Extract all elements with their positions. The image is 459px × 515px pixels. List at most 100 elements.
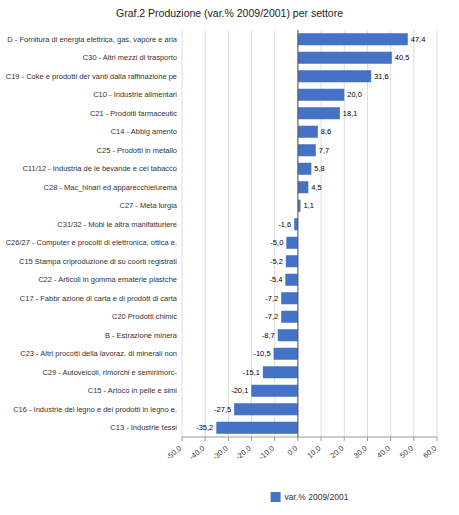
x-tick-label: 40,0	[375, 444, 392, 460]
data-label: 47,4	[411, 35, 426, 44]
data-label: 18,1	[343, 109, 358, 118]
x-tick-label: 0,0	[285, 444, 299, 458]
x-tick-label: -30,0	[211, 444, 230, 462]
data-label: -20,1	[231, 386, 248, 395]
bar	[298, 89, 344, 101]
data-label: -1,6	[278, 220, 291, 229]
x-tick-label: 20,0	[329, 444, 346, 460]
bar	[278, 329, 298, 341]
legend: var.% 2009/2001	[271, 492, 349, 502]
data-label: 7,7	[319, 146, 329, 155]
data-labels: 47,440,5 31,6 20,0 18,1 8,6 7,7 5,8 4,5 1,1 -1,6 -…	[196, 35, 425, 433]
chart: Graf.2 Produzione (var.% 2009/2001) per …	[0, 0, 459, 515]
x-tick-label: 30,0	[352, 444, 369, 460]
grid-line	[205, 30, 206, 437]
bar	[298, 52, 392, 64]
category-label: C21 - Prodotti farmaceutic	[90, 109, 177, 118]
x-tick	[321, 437, 322, 441]
x-tick	[413, 437, 414, 441]
category-label: C13 - Industrie tessi	[110, 423, 177, 432]
x-tick	[274, 437, 275, 441]
grid-line	[437, 30, 438, 437]
x-tick-label: 50,0	[398, 444, 415, 460]
data-label: -7,2	[265, 312, 278, 321]
grid-line	[390, 30, 391, 437]
grid-line	[367, 30, 368, 437]
bar	[298, 181, 308, 193]
data-label: -7,2	[265, 294, 278, 303]
category-label: C28 - Mac_hinari ed apparecchielurema	[44, 183, 178, 192]
grid-line	[228, 30, 229, 437]
data-label: -8,7	[262, 331, 275, 340]
data-label: 8,6	[321, 127, 331, 136]
bar	[298, 144, 316, 156]
data-label: 1,1	[303, 201, 313, 210]
data-label: 5,8	[314, 164, 324, 173]
bar	[298, 107, 340, 119]
data-label: -15,1	[243, 368, 260, 377]
category-label: C20 Prodotti chimic	[112, 312, 177, 321]
data-label: -10,5	[253, 349, 270, 358]
category-label: C15 - Artoco in pelle e simi	[88, 386, 178, 395]
bar	[298, 70, 371, 82]
bar	[298, 126, 318, 138]
x-tick	[182, 437, 183, 441]
x-tick-label: -20,0	[234, 444, 253, 462]
data-label: -5,4	[269, 275, 282, 284]
grid-line	[182, 30, 183, 437]
category-label: C15 Stampa criproduzione di su coorti re…	[19, 257, 177, 266]
x-tick-label: -50,0	[164, 444, 183, 462]
data-label: 31,6	[374, 72, 389, 81]
category-label: C17 - Fabbr azione di carta e di prodott…	[20, 294, 178, 303]
bar	[286, 255, 298, 267]
bar	[298, 163, 311, 175]
grid-line	[413, 30, 414, 437]
bars	[216, 33, 407, 434]
data-label: 40,5	[395, 53, 410, 62]
category-label: C31/32 - Mobi le altra manifatturiere	[57, 220, 177, 229]
bar	[216, 422, 298, 434]
data-label: -5,2	[270, 257, 283, 266]
x-tick-label: -10,0	[257, 444, 276, 462]
bar	[298, 33, 408, 45]
bar	[294, 218, 298, 230]
x-tick	[367, 437, 368, 441]
category-label: C19 - Coke e prodotti der vanti dalla ra…	[6, 72, 177, 81]
x-tick	[297, 437, 298, 441]
category-label: B - Estrazione minera	[105, 331, 178, 340]
legend-label: var.% 2009/2001	[285, 492, 349, 502]
grid-line	[297, 30, 298, 437]
category-label: C22 - Articoli in gomma ematerie plastch…	[38, 275, 177, 284]
x-tick-label: -40,0	[188, 444, 207, 462]
category-label: C10 - Industrie alimentari	[93, 90, 177, 99]
bar	[281, 311, 298, 323]
category-label: C14 - Abbig amento	[111, 127, 177, 136]
bar	[234, 403, 298, 415]
x-ticks: -50,0 -40,0-30,0-20,0-10,0 0,0 10,0 20,0 30,0…	[164, 437, 438, 462]
data-label: -27,5	[214, 405, 231, 414]
x-tick-label: 10,0	[305, 444, 322, 460]
data-label: -35,2	[196, 423, 213, 432]
data-label: 20,0	[347, 90, 362, 99]
category-label: C11/12 - Industria de le bevande e cel t…	[22, 164, 177, 173]
grid	[182, 30, 437, 437]
category-label: D - Fornitura di energia elettrica, gas,…	[7, 35, 177, 44]
zero-line	[297, 30, 298, 437]
category-label: C30 - Altri mezzi di trasporto	[83, 53, 177, 62]
category-label: C23 - Altri procotti della lavoraz. di m…	[20, 349, 177, 358]
data-label: 4,5	[311, 183, 321, 192]
x-tick	[205, 437, 206, 441]
category-label: C16 - Industrie del legno e dei prodotti…	[13, 405, 177, 414]
category-label: C25 - Prodotti in metallo	[97, 146, 177, 155]
x-tick	[390, 437, 391, 441]
category-label: C27 - Meta lurgia	[119, 201, 177, 210]
bar	[251, 385, 298, 397]
bar	[286, 237, 298, 249]
data-label: -5,0	[270, 238, 283, 247]
x-tick	[437, 437, 438, 441]
category-label: C29 - Autoveicoli, rimorchi e semirimorc…	[42, 368, 177, 377]
x-tick	[251, 437, 252, 441]
y-tick-labels: D - Fornitura di energia elettrica, gas,…	[6, 35, 178, 433]
legend-swatch	[271, 492, 281, 502]
x-axis-line	[182, 437, 437, 438]
